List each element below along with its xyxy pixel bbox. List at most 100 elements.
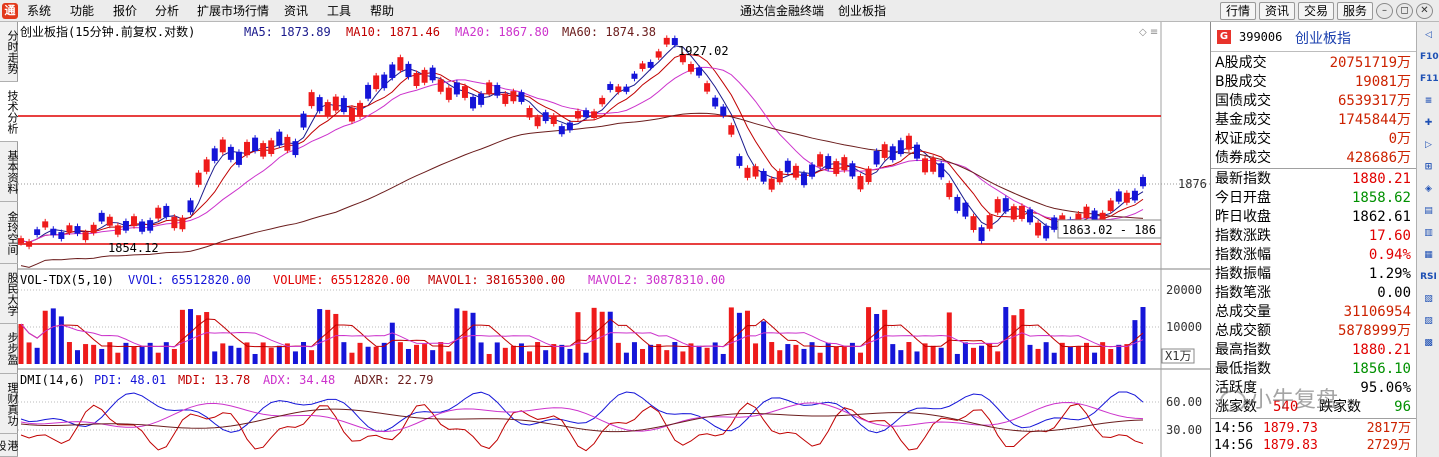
toolbar-button[interactable]: RSI xyxy=(1420,272,1437,282)
volume-bar xyxy=(349,352,355,364)
toolbar-button[interactable]: ▩ xyxy=(1424,338,1433,348)
trade-button[interactable]: 交易 xyxy=(1298,2,1334,20)
ma60-line xyxy=(20,112,1144,268)
candle-body xyxy=(42,221,49,228)
menu-function[interactable]: 功能 xyxy=(70,4,95,18)
tab-wealth-skills[interactable]: 理财真功 xyxy=(0,374,19,434)
toolbar-button[interactable]: ▤ xyxy=(1424,206,1433,216)
toolbar-button[interactable]: F11 xyxy=(1420,74,1439,84)
volume-bar xyxy=(720,353,726,364)
candle-body xyxy=(873,150,880,165)
candle-body xyxy=(800,173,807,186)
candle-body xyxy=(930,157,937,172)
tab-hk-stocks[interactable]: 港股 xyxy=(0,434,18,457)
stats-separator xyxy=(1211,168,1417,169)
candle-body xyxy=(74,226,81,234)
menu-news[interactable]: 资讯 xyxy=(284,4,309,18)
restore-icon[interactable]: ◻ xyxy=(1396,3,1413,19)
stat-label: 权证成交 xyxy=(1215,131,1271,147)
index-name[interactable]: 创业板指 xyxy=(1295,31,1351,47)
volume-bar xyxy=(341,342,347,364)
candle-body xyxy=(1131,190,1138,201)
candle-body xyxy=(316,97,323,112)
candle-body xyxy=(833,161,840,174)
watermark-text: 小牛复盘 xyxy=(1250,388,1339,413)
volume-bar xyxy=(478,342,484,364)
menu-system[interactable]: 系统 xyxy=(27,4,52,18)
candle-body xyxy=(978,227,985,242)
tick-separator xyxy=(1211,418,1417,419)
tab-investor-university[interactable]: 股民大学 xyxy=(0,264,19,324)
menu-tools[interactable]: 工具 xyxy=(327,4,352,18)
volume-bar xyxy=(857,352,863,364)
candle-body xyxy=(913,144,920,159)
volume-bar xyxy=(527,351,533,364)
candle-body xyxy=(986,215,993,229)
toolbar-button[interactable]: ▧ xyxy=(1424,294,1433,304)
volume-bar xyxy=(236,347,242,364)
volume-bar xyxy=(446,351,452,364)
quote-button[interactable]: 行情 xyxy=(1220,2,1256,20)
menu-help[interactable]: 帮助 xyxy=(370,4,395,18)
window-title: 通达信金融终端 xyxy=(740,4,825,18)
menu-quote[interactable]: 报价 xyxy=(113,4,138,18)
toolbar-button[interactable]: ▨ xyxy=(1424,316,1433,326)
toolbar-button[interactable]: ✚ xyxy=(1424,118,1433,128)
volume-chart-title: VOL-TDX(5,10) xyxy=(20,273,114,287)
tab-fundamentals[interactable]: 基本资料 xyxy=(0,142,19,202)
toolbar-button[interactable]: ◁ xyxy=(1425,30,1432,40)
volume-bar xyxy=(987,343,993,364)
volume-bar xyxy=(922,343,928,364)
volume-bar xyxy=(777,350,783,364)
tab-intraday[interactable]: 分时走势 xyxy=(0,22,19,82)
volume-bar xyxy=(1140,307,1146,364)
toolbar-button[interactable]: ▷ xyxy=(1425,140,1432,150)
volume-bar xyxy=(91,344,97,364)
range-annotation: 1863.02 - 186 xyxy=(1062,223,1156,237)
news-button[interactable]: 资讯 xyxy=(1259,2,1295,20)
candle-body xyxy=(340,98,347,113)
toolbar-button[interactable]: ◈ xyxy=(1425,184,1432,194)
volume-bar xyxy=(171,348,177,364)
candle-body xyxy=(453,82,460,95)
candle-body xyxy=(510,91,517,102)
close-icon[interactable]: ✕ xyxy=(1416,3,1433,19)
toolbar-button[interactable]: ▦ xyxy=(1424,250,1433,260)
candle-body xyxy=(905,135,912,150)
volume-bar xyxy=(397,342,403,364)
kline-chart-canvas[interactable]: 创业板指(15分钟.前复权.对数) MA5: 1873.89 MA10: 187… xyxy=(18,22,1210,457)
tab-bubuying[interactable]: 步步盈 xyxy=(0,324,19,374)
volume-bar xyxy=(1124,344,1130,364)
toolbar-button[interactable]: ▥ xyxy=(1424,228,1433,238)
stat-row: 指数笔涨 0.00 xyxy=(1211,284,1417,303)
volume-bar xyxy=(309,350,315,364)
candle-body xyxy=(260,143,267,157)
tab-technical-analysis[interactable]: 技术分析 xyxy=(0,82,19,142)
volume-bar xyxy=(50,308,56,364)
volume-bar xyxy=(817,352,823,364)
stat-value: 540 xyxy=(1273,399,1299,415)
volume-bar xyxy=(688,343,694,364)
stat-label: 跌家数 xyxy=(1319,399,1361,415)
volume-bar xyxy=(631,342,637,364)
candle-body xyxy=(187,200,194,213)
tab-jinling-space[interactable]: 金玲空间 xyxy=(0,202,19,264)
service-button[interactable]: 服务 xyxy=(1337,2,1373,20)
dmi-axis-30: 30.00 xyxy=(1166,423,1202,437)
minimize-icon[interactable]: – xyxy=(1376,3,1393,19)
candle-body xyxy=(18,238,24,244)
menu-analysis[interactable]: 分析 xyxy=(155,4,180,18)
volume-bar xyxy=(268,347,274,364)
chart-menu-icon[interactable]: ◇ ≡ xyxy=(1139,27,1158,38)
stat-value: 428686万 xyxy=(1346,150,1411,166)
toolbar-button[interactable]: ⊞ xyxy=(1424,162,1433,172)
candle-body xyxy=(235,151,242,165)
candle-body xyxy=(106,216,113,226)
candle-body xyxy=(542,112,549,122)
stat-value: 1862.61 xyxy=(1351,209,1411,225)
toolbar-button[interactable]: F10 xyxy=(1420,52,1439,62)
stat-value: 5878999万 xyxy=(1337,323,1411,339)
toolbar-button[interactable]: ≡ xyxy=(1424,96,1433,106)
chart-area[interactable]: 创业板指(15分钟.前复权.对数) MA5: 1873.89 MA10: 187… xyxy=(18,22,1210,457)
menu-extended-market[interactable]: 扩展市场行情 xyxy=(197,4,270,18)
